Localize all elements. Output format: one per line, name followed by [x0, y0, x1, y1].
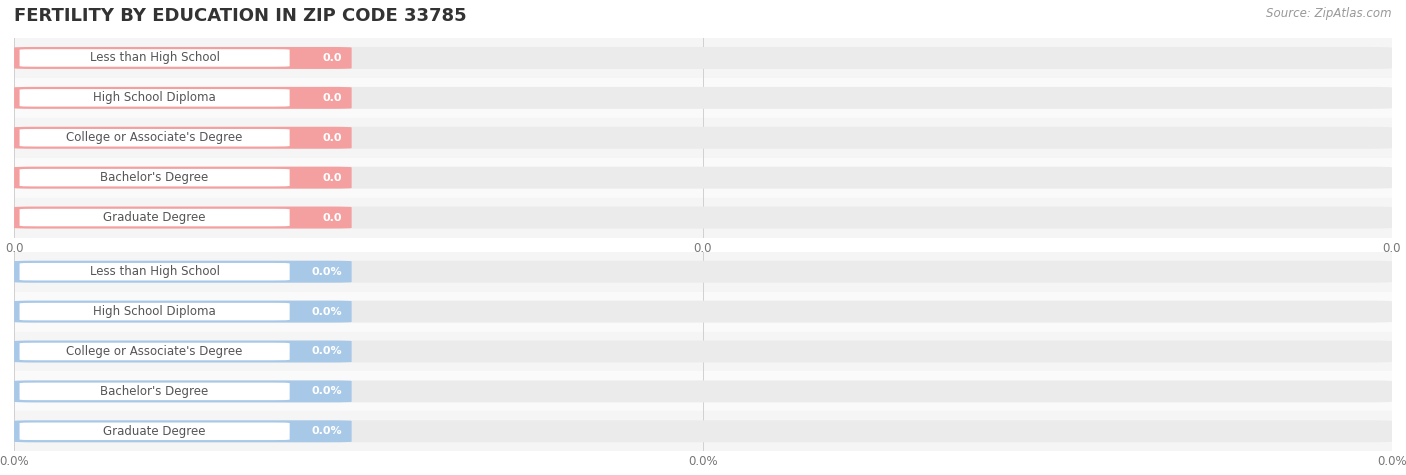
- Text: Graduate Degree: Graduate Degree: [104, 425, 205, 438]
- Text: FERTILITY BY EDUCATION IN ZIP CODE 33785: FERTILITY BY EDUCATION IN ZIP CODE 33785: [14, 7, 467, 25]
- Text: 0.0: 0.0: [322, 53, 342, 63]
- FancyBboxPatch shape: [14, 127, 352, 149]
- Text: 0.0: 0.0: [322, 172, 342, 183]
- Bar: [14, 158, 1392, 198]
- FancyBboxPatch shape: [14, 301, 352, 323]
- FancyBboxPatch shape: [14, 207, 352, 228]
- FancyBboxPatch shape: [14, 47, 352, 69]
- Bar: [14, 38, 1392, 78]
- FancyBboxPatch shape: [20, 49, 290, 66]
- FancyBboxPatch shape: [14, 127, 1392, 149]
- Text: 0.0: 0.0: [322, 212, 342, 223]
- Text: Source: ZipAtlas.com: Source: ZipAtlas.com: [1267, 7, 1392, 20]
- Bar: [14, 118, 1392, 158]
- FancyBboxPatch shape: [14, 301, 1392, 323]
- Bar: [14, 198, 1392, 238]
- FancyBboxPatch shape: [14, 420, 352, 442]
- FancyBboxPatch shape: [20, 169, 290, 186]
- FancyBboxPatch shape: [14, 167, 352, 189]
- FancyBboxPatch shape: [20, 263, 290, 280]
- FancyBboxPatch shape: [14, 380, 1392, 402]
- Text: 0.0%: 0.0%: [311, 386, 342, 397]
- FancyBboxPatch shape: [20, 423, 290, 440]
- Text: 0.0%: 0.0%: [311, 306, 342, 317]
- Bar: [14, 78, 1392, 118]
- FancyBboxPatch shape: [20, 129, 290, 146]
- FancyBboxPatch shape: [20, 209, 290, 226]
- Text: Bachelor's Degree: Bachelor's Degree: [100, 385, 208, 398]
- FancyBboxPatch shape: [14, 261, 352, 283]
- Text: 0.0%: 0.0%: [311, 426, 342, 437]
- Text: Less than High School: Less than High School: [90, 51, 219, 65]
- FancyBboxPatch shape: [14, 341, 1392, 362]
- FancyBboxPatch shape: [20, 89, 290, 106]
- FancyBboxPatch shape: [14, 87, 352, 109]
- Text: 0.0: 0.0: [322, 133, 342, 143]
- Text: College or Associate's Degree: College or Associate's Degree: [66, 345, 243, 358]
- FancyBboxPatch shape: [20, 343, 290, 360]
- Bar: [14, 292, 1392, 332]
- FancyBboxPatch shape: [14, 87, 1392, 109]
- FancyBboxPatch shape: [14, 380, 352, 402]
- FancyBboxPatch shape: [20, 303, 290, 320]
- Text: Less than High School: Less than High School: [90, 265, 219, 278]
- FancyBboxPatch shape: [14, 261, 1392, 283]
- FancyBboxPatch shape: [14, 420, 1392, 442]
- Text: Bachelor's Degree: Bachelor's Degree: [100, 171, 208, 184]
- FancyBboxPatch shape: [20, 383, 290, 400]
- Bar: [14, 411, 1392, 451]
- Text: High School Diploma: High School Diploma: [93, 91, 217, 104]
- Text: 0.0: 0.0: [322, 93, 342, 103]
- Bar: [14, 332, 1392, 371]
- Text: Graduate Degree: Graduate Degree: [104, 211, 205, 224]
- FancyBboxPatch shape: [14, 47, 1392, 69]
- Text: 0.0%: 0.0%: [311, 346, 342, 357]
- Bar: [14, 371, 1392, 411]
- Text: High School Diploma: High School Diploma: [93, 305, 217, 318]
- FancyBboxPatch shape: [14, 341, 352, 362]
- Text: College or Associate's Degree: College or Associate's Degree: [66, 131, 243, 144]
- FancyBboxPatch shape: [14, 207, 1392, 228]
- Bar: [14, 252, 1392, 292]
- FancyBboxPatch shape: [14, 167, 1392, 189]
- Text: 0.0%: 0.0%: [311, 266, 342, 277]
